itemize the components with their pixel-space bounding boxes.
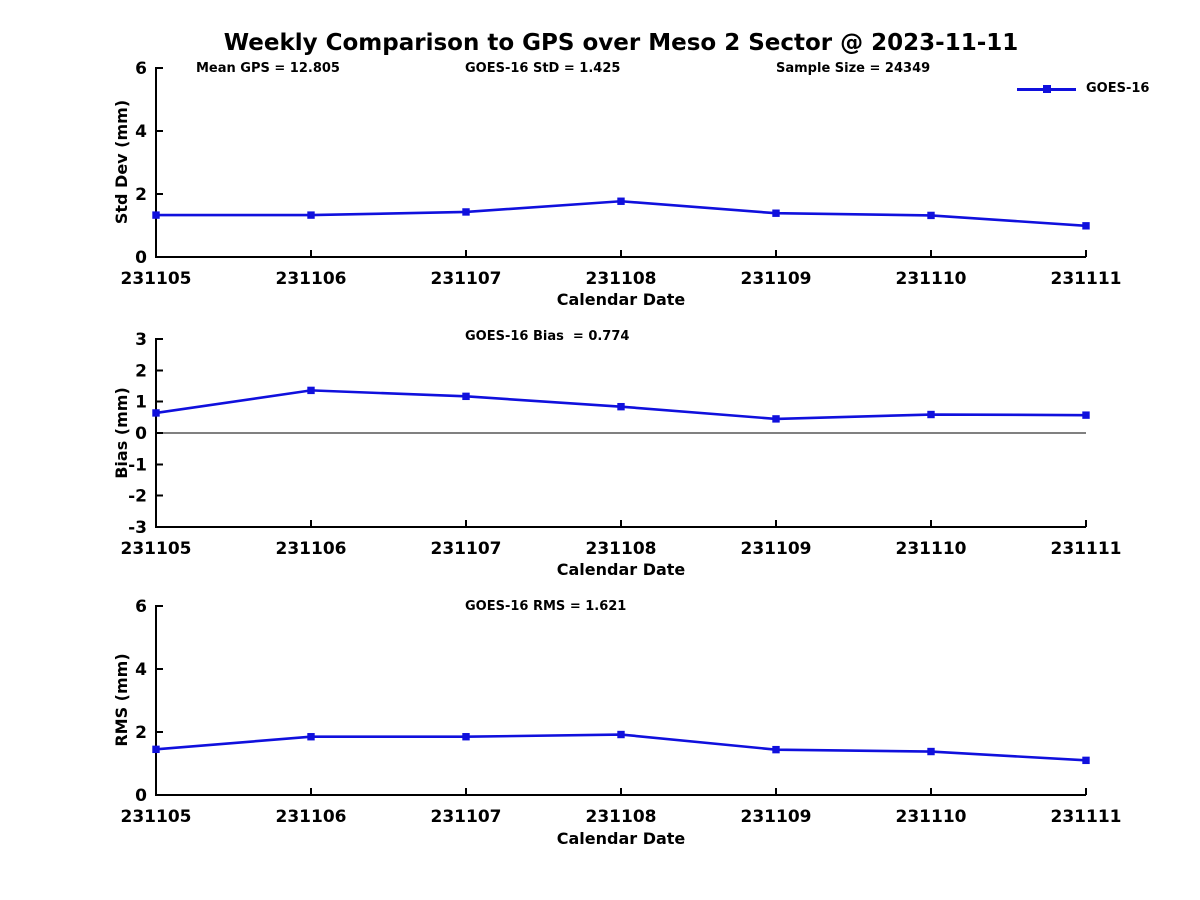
y-tick-label: 6 [135, 59, 147, 79]
y-tick-label: 3 [135, 330, 147, 350]
y-tick-label: 2 [135, 361, 147, 381]
data-point [307, 733, 315, 741]
x-tick-label: 231108 [586, 807, 657, 827]
xlabel-std-dev: Calendar Date [556, 290, 686, 309]
data-line-GOES-16 [155, 733, 1087, 762]
x-tick-label: 231108 [586, 269, 657, 289]
y-tick-label: 1 [135, 393, 147, 413]
x-tick-label: 231107 [431, 807, 502, 827]
ylabel-rms: RMS (mm) [112, 653, 131, 747]
y-tick-label: 2 [135, 185, 147, 205]
x-tick-label: 231105 [121, 269, 192, 289]
data-point [772, 415, 780, 423]
data-point [462, 208, 470, 216]
x-tick-label: 231107 [431, 269, 502, 289]
y-tick-label: 4 [135, 122, 147, 142]
data-point [617, 197, 625, 205]
data-point [152, 745, 160, 754]
y-tick-label: 0 [135, 786, 147, 806]
legend-label: GOES-16 [1086, 81, 1150, 96]
subplot-rms: 0 2 4 6 231105 231106 231107 231108 231109 231110… [121, 597, 1122, 827]
subplot-std-dev: 0 2 4 6 231105 231106 231107 231108 231109 231110… [121, 59, 1122, 289]
x-tick-label: 231109 [741, 539, 812, 559]
data-point [772, 745, 780, 754]
x-tick-label: 231109 [741, 269, 812, 289]
data-point [462, 392, 470, 401]
data-point [927, 410, 935, 419]
y-tick-label: -3 [128, 518, 147, 538]
data-point [462, 733, 470, 741]
x-tick-label: 231106 [276, 807, 347, 827]
y-tick-label: 0 [135, 248, 147, 268]
annotation-goes16-std: GOES-16 StD = 1.425 [465, 61, 621, 76]
x-tick-label: 231105 [121, 807, 192, 827]
y-tick-label: -1 [128, 455, 147, 475]
data-point [1082, 411, 1090, 419]
x-tick-label: 231106 [276, 539, 347, 559]
data-point [307, 211, 315, 219]
y-tick-label: 6 [135, 597, 147, 617]
ylabel-std-dev: Std Dev (mm) [112, 99, 131, 225]
data-point [307, 386, 315, 395]
bias-subplot-title: GOES-16 Bias = 0.774 [465, 329, 630, 344]
x-tick-label: 231110 [896, 539, 967, 559]
data-point [617, 402, 625, 411]
x-tick-label: 231111 [1051, 269, 1122, 289]
figure-title: Weekly Comparison to GPS over Meso 2 Sec… [223, 30, 1019, 56]
data-point [1082, 756, 1090, 765]
x-tick-label: 231110 [896, 269, 967, 289]
x-tick-label: 231107 [431, 539, 502, 559]
annotation-sample-size: Sample Size = 24349 [776, 61, 931, 76]
y-tick-label: 2 [135, 723, 147, 743]
y-tick-label: 4 [135, 660, 147, 680]
x-tick-label: 231105 [121, 539, 192, 559]
data-point [927, 747, 935, 756]
data-point [1082, 222, 1090, 230]
data-point [927, 211, 935, 220]
data-point [152, 409, 160, 417]
data-point [772, 209, 780, 217]
y-tick-label: -2 [128, 487, 147, 507]
ylabel-bias: Bias (mm) [112, 387, 131, 479]
x-tick-label: 231109 [741, 807, 812, 827]
data-point [152, 211, 160, 219]
rms-subplot-title: GOES-16 RMS = 1.621 [465, 599, 627, 614]
data-point [617, 730, 625, 739]
x-tick-label: 231110 [896, 807, 967, 827]
xlabel-rms: Calendar Date [556, 829, 686, 848]
annotation-mean-gps: Mean GPS = 12.805 [196, 61, 340, 76]
y-tick-label: 0 [135, 424, 147, 444]
legend-marker-icon [1043, 85, 1051, 93]
x-tick-label: 231111 [1051, 539, 1122, 559]
x-tick-label: 231108 [586, 539, 657, 559]
x-tick-label: 231106 [276, 269, 347, 289]
x-tick-label: 231111 [1051, 807, 1122, 827]
xlabel-bias: Calendar Date [556, 560, 686, 579]
subplot-bias: -3 -2 -1 0 1 2 3 231105 231106 231107 231108 231109… [121, 330, 1122, 559]
